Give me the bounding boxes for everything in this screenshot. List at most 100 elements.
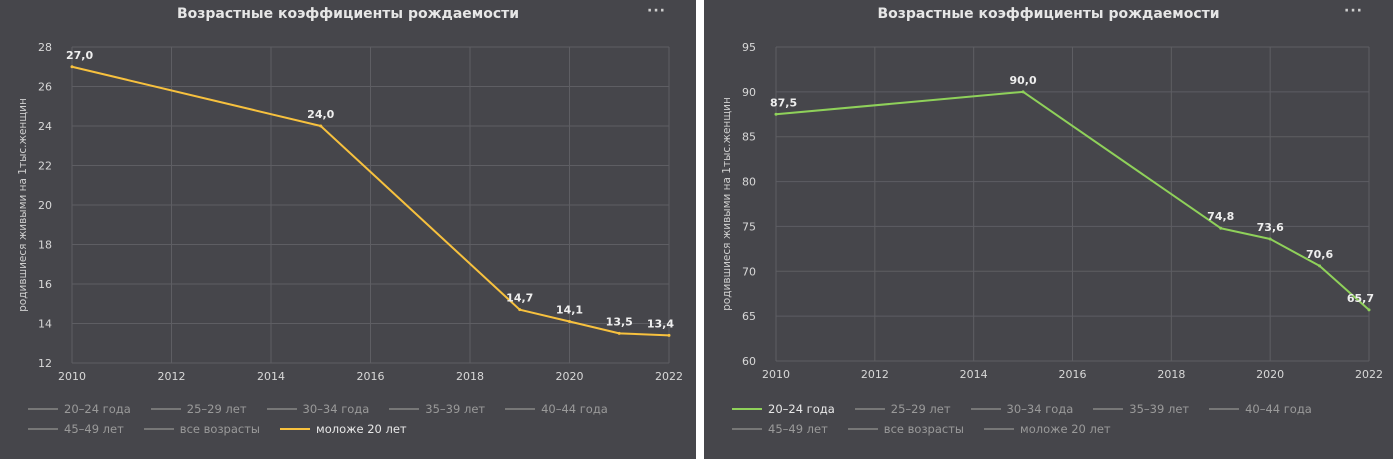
- legend-label: 25–29 лет: [186, 402, 247, 416]
- y-tick-label: 18: [38, 239, 52, 252]
- data-point: [1268, 237, 1272, 241]
- y-tick-label: 16: [38, 278, 52, 291]
- data-point: [70, 65, 74, 69]
- y-tick-label: 65: [742, 310, 756, 323]
- x-tick-label: 2020: [1256, 368, 1284, 381]
- legend-item[interactable]: моложе 20 лет: [984, 422, 1111, 436]
- chart-panel-left: Возрастные коэффициенты рождаемости ··· …: [0, 0, 696, 459]
- legend-label: моложе 20 лет: [1020, 422, 1111, 436]
- legend-item[interactable]: 25–29 лет: [150, 402, 247, 416]
- more-menu-icon[interactable]: ···: [647, 3, 666, 19]
- x-tick-label: 2018: [456, 370, 484, 383]
- data-point: [1021, 90, 1025, 94]
- legend-label: 20–24 года: [768, 402, 835, 416]
- legend-label: 40–44 года: [541, 402, 608, 416]
- x-tick-label: 2012: [861, 368, 889, 381]
- y-tick-label: 70: [742, 265, 756, 278]
- legend-swatch: [28, 408, 58, 410]
- legend-swatch: [732, 428, 762, 430]
- y-tick-label: 75: [742, 220, 756, 233]
- legend-swatch: [505, 408, 536, 410]
- data-point: [774, 112, 778, 116]
- y-tick-label: 60: [742, 355, 756, 368]
- legend-item[interactable]: 35–39 лет: [389, 402, 485, 416]
- legend-swatch: [1209, 408, 1240, 410]
- legend-swatch: [266, 408, 297, 410]
- legend-item[interactable]: 30–34 года: [970, 402, 1074, 416]
- legend-swatch: [984, 428, 1015, 430]
- legend-swatch: [28, 428, 58, 430]
- data-label: 14,7: [506, 292, 533, 305]
- legend-item[interactable]: 30–34 года: [266, 402, 369, 416]
- legend-swatch: [389, 408, 420, 410]
- legend-swatch: [150, 408, 181, 410]
- x-tick-label: 2016: [357, 370, 385, 383]
- x-tick-label: 2014: [257, 370, 285, 383]
- data-label: 27,0: [66, 49, 93, 62]
- y-axis-label: родившиеся живыми на 1тыс.женщин: [721, 97, 733, 311]
- chart-title: Возрастные коэффициенты рождаемости: [176, 6, 520, 22]
- chart-legend: 20–24 года 25–29 лет 30–34 года 35–39 лет 40…: [732, 402, 1382, 442]
- legend-label: 30–34 года: [1006, 402, 1074, 416]
- more-menu-icon[interactable]: ···: [1344, 3, 1363, 19]
- legend-label: все возрасты: [883, 422, 965, 436]
- x-tick-label: 2018: [1157, 368, 1185, 381]
- legend-label: моложе 20 лет: [316, 422, 407, 436]
- legend-label: 35–39 лет: [425, 402, 486, 416]
- chart-title: Возрастные коэффициенты рождаемости: [877, 6, 1220, 22]
- legend-swatch: [732, 408, 762, 410]
- data-point: [1367, 308, 1371, 312]
- y-tick-label: 26: [38, 81, 52, 94]
- legend-item[interactable]: 35–39 лет: [1093, 402, 1189, 416]
- y-tick-label: 22: [38, 160, 52, 173]
- legend-item[interactable]: все возрасты: [143, 422, 261, 436]
- data-label: 65,7: [1347, 292, 1374, 305]
- legend-label: 20–24 года: [64, 402, 131, 416]
- x-tick-label: 2010: [58, 370, 86, 383]
- data-point: [667, 333, 671, 337]
- legend-item[interactable]: 45–49 лет: [732, 422, 828, 436]
- data-label: 13,5: [606, 315, 633, 328]
- data-label: 24,0: [307, 108, 334, 121]
- series-line: [71, 65, 670, 337]
- legend-item[interactable]: 20–24 года: [28, 402, 131, 416]
- data-label: 13,4: [647, 317, 674, 330]
- data-label: 14,1: [556, 304, 583, 317]
- legend-row: 45–49 лет все возрасты моложе 20 лет: [28, 422, 678, 436]
- y-tick-label: 28: [38, 41, 52, 54]
- legend-swatch: [280, 428, 311, 430]
- legend-row: 20–24 года 25–29 лет 30–34 года 35–39 лет 40…: [28, 402, 678, 416]
- data-label: 73,6: [1257, 221, 1284, 234]
- legend-item[interactable]: моложе 20 лет: [280, 422, 407, 436]
- legend-swatch: [143, 428, 174, 430]
- legend-swatch: [854, 408, 885, 410]
- data-point: [1318, 264, 1322, 268]
- data-point: [319, 124, 323, 128]
- x-tick-label: 2014: [960, 368, 988, 381]
- x-tick-label: 2022: [655, 370, 683, 383]
- chart-panel-right: Возрастные коэффициенты рождаемости ··· …: [704, 0, 1393, 459]
- legend-item[interactable]: 20–24 года: [732, 402, 835, 416]
- legend-label: 35–39 лет: [1129, 402, 1190, 416]
- data-point: [518, 308, 522, 312]
- legend-item[interactable]: 45–49 лет: [28, 422, 124, 436]
- data-label: 70,6: [1306, 248, 1333, 261]
- y-tick-label: 90: [742, 86, 756, 99]
- legend-label: 40–44 года: [1245, 402, 1312, 416]
- legend-swatch: [970, 408, 1001, 410]
- legend-item[interactable]: все возрасты: [847, 422, 965, 436]
- legend-item[interactable]: 25–29 лет: [854, 402, 951, 416]
- data-label: 87,5: [770, 96, 797, 109]
- x-tick-label: 2020: [556, 370, 584, 383]
- legend-item[interactable]: 40–44 года: [1209, 402, 1312, 416]
- data-point: [568, 320, 571, 324]
- legend-item[interactable]: 40–44 года: [505, 402, 608, 416]
- legend-swatch: [847, 428, 878, 430]
- legend-label: все возрасты: [179, 422, 261, 436]
- legend-swatch: [1093, 408, 1124, 410]
- x-tick-label: 2022: [1355, 368, 1383, 381]
- data-label: 74,8: [1207, 210, 1234, 223]
- line-chart: 60 65 70 75 80 85 90 95 2010 2012 2014 2016 2018 2020…: [721, 41, 1383, 381]
- legend-label: 25–29 лет: [890, 402, 951, 416]
